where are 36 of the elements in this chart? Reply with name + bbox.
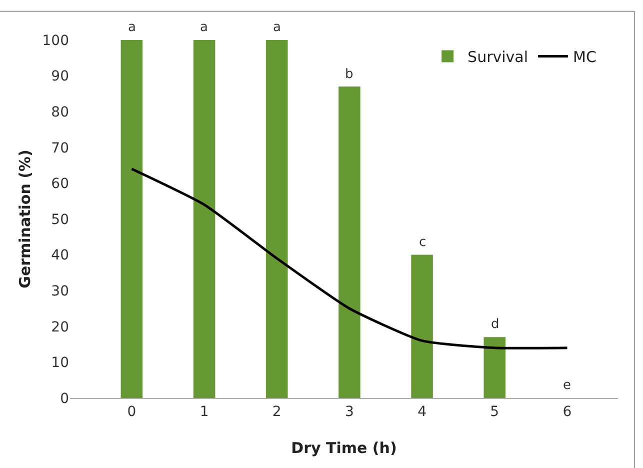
annotation: d (491, 317, 500, 332)
y-tick-label: 20 (51, 319, 69, 336)
annotation: a (128, 20, 136, 35)
line-series (130, 168, 568, 350)
bar (193, 40, 216, 398)
x-tick-label: 2 (272, 404, 282, 420)
y-tick-label: 70 (51, 140, 69, 156)
y-tick-label: 90 (51, 68, 69, 85)
bar (338, 86, 360, 398)
bar (120, 40, 143, 398)
annotation: a (273, 20, 281, 35)
y-tick-label: 30 (51, 284, 69, 300)
x-tick-label: 5 (490, 404, 500, 420)
y-tick-label: 80 (51, 104, 69, 120)
x-tick-label: 4 (418, 404, 427, 420)
y-tick-label: 40 (51, 248, 69, 264)
y-axis-title: Germination (%) (16, 150, 34, 288)
annotation: a (200, 20, 208, 35)
bar (484, 337, 506, 398)
x-tick-label: 3 (344, 404, 354, 420)
x-axis-title: Dry Time (h) (291, 439, 397, 457)
x-tick-label: 0 (127, 404, 136, 420)
bar (411, 254, 433, 398)
legend-label: Survival (468, 48, 528, 66)
annotation: c (419, 235, 426, 250)
y-tick-label: 100 (42, 32, 69, 49)
y-tick-label: 0 (60, 390, 69, 407)
y-tick-label: 50 (51, 212, 69, 228)
annotation: b (345, 67, 354, 82)
x-tick-label: 6 (562, 404, 572, 420)
y-tick-label: 60 (51, 176, 69, 192)
annotation: e (563, 378, 571, 393)
y-tick-label: 10 (51, 355, 69, 372)
x-tick-label: 1 (200, 404, 209, 420)
bar (266, 40, 288, 398)
legend-label: MC (573, 48, 596, 66)
